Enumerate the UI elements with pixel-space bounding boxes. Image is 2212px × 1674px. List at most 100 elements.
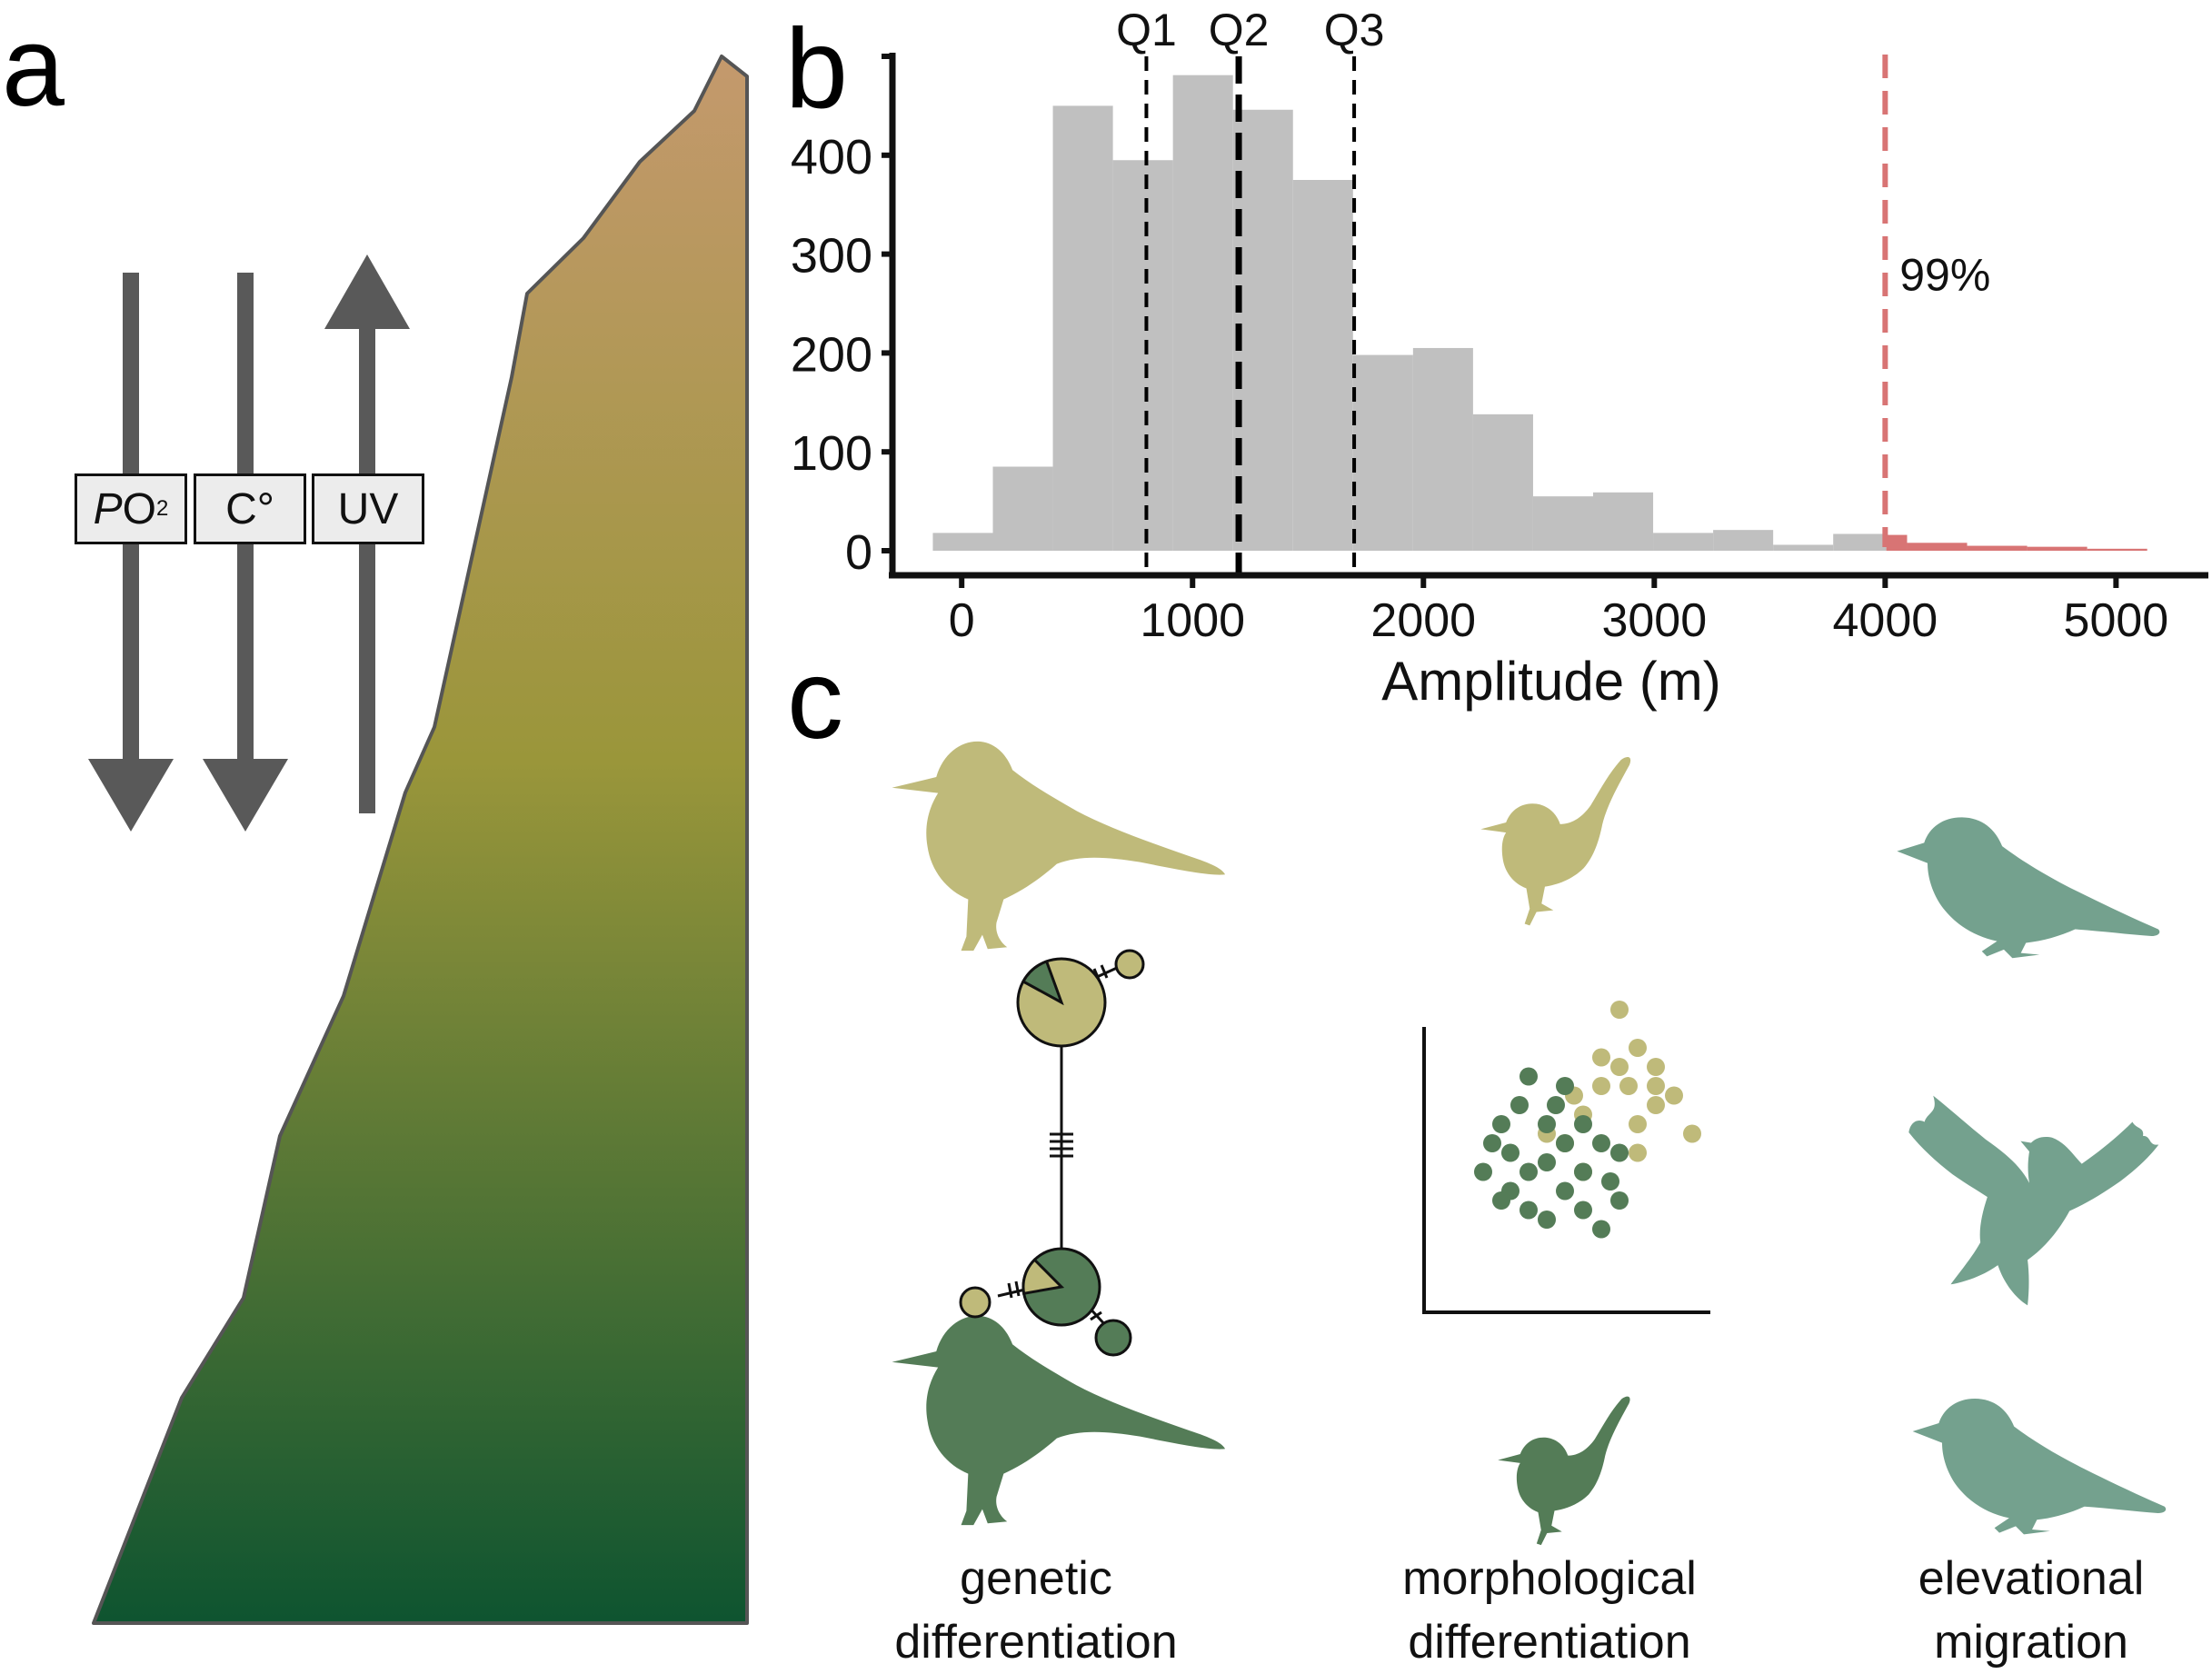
label-elevational-line1: elevational xyxy=(1918,1552,2145,1605)
scatter-point-highland xyxy=(1610,1001,1629,1019)
label-morphological-differentiation: morphological differentiation xyxy=(1331,1547,1768,1674)
lowland-bird-silhouette xyxy=(892,1315,1226,1526)
scatter-point-lowland xyxy=(1574,1115,1592,1133)
x-tick-label: 5000 xyxy=(2064,594,2169,647)
histogram-bar xyxy=(1773,544,1834,551)
histogram-bar-highlight xyxy=(2027,546,2087,551)
label-elevational-migration: elevational migration xyxy=(1813,1547,2212,1674)
label-elevational-line2: migration xyxy=(1934,1616,2128,1669)
histogram-bar xyxy=(1653,533,1714,551)
scatter-point-lowland xyxy=(1556,1134,1574,1152)
arrow-up-icon xyxy=(324,254,410,329)
y-tick-label: 300 xyxy=(791,229,872,284)
y-tick-label: 200 xyxy=(791,327,872,382)
scatter-point-lowland xyxy=(1520,1201,1538,1220)
scatter-point-lowland xyxy=(1610,1143,1629,1162)
histogram-bar xyxy=(932,533,993,551)
scatter-point-lowland xyxy=(1492,1115,1510,1133)
scatter-point-highland xyxy=(1647,1077,1665,1095)
histogram-bar xyxy=(1592,492,1654,551)
scatter-point-lowland xyxy=(1556,1077,1574,1095)
environment-arrows xyxy=(88,254,410,832)
scatter-point-highland xyxy=(1629,1039,1647,1057)
migrant-bird-flying-silhouette xyxy=(1908,1095,2159,1306)
x-tick-label: 2000 xyxy=(1370,594,1476,647)
migrant-bird-perched-silhouette xyxy=(1897,817,2160,959)
scatter-point-lowland xyxy=(1538,1115,1556,1133)
y-axis-ticks: 0 100 200 300 400 xyxy=(791,54,892,580)
panel-c xyxy=(892,741,2167,1546)
highland-wren-silhouette xyxy=(1480,757,1631,926)
histogram-bars xyxy=(932,75,2147,552)
scatter-point-lowland xyxy=(1556,1181,1574,1201)
scatter-point-lowland xyxy=(1538,1153,1556,1171)
scatter-point-lowland xyxy=(1574,1162,1592,1181)
quartile-label: Q1 xyxy=(1116,5,1177,55)
histogram-bar-highlight xyxy=(1886,534,1908,551)
scatter-point-highland xyxy=(1647,1058,1665,1076)
scatter-point-lowland xyxy=(1574,1201,1592,1220)
histogram-bar-highlight xyxy=(1967,545,2028,551)
quartile-lines: Q1 Q2 Q3 xyxy=(1116,5,1384,574)
scatter-point-lowland xyxy=(1538,1211,1556,1229)
scatter-point-highland xyxy=(1665,1086,1683,1105)
quartile-label: Q3 xyxy=(1324,5,1385,55)
histogram-bar xyxy=(1412,347,1473,551)
haplotype-node-highland xyxy=(1016,957,1107,1048)
scatter-point-lowland xyxy=(1592,1134,1610,1152)
haplotype-node-lowland xyxy=(1021,1247,1101,1327)
scatter-point-highland xyxy=(1629,1115,1647,1133)
panel-letter-c: c xyxy=(787,637,843,762)
y-tick-label: 0 xyxy=(845,525,872,580)
scatter-point-highland xyxy=(1629,1143,1647,1162)
scatter-point-lowland xyxy=(1501,1143,1520,1162)
histogram-bar xyxy=(1713,530,1774,551)
scatter-point-lowland xyxy=(1520,1162,1538,1181)
panel-letter-b: b xyxy=(785,6,848,132)
haplotype-node-small xyxy=(1094,1319,1132,1357)
arrow-down-icon xyxy=(88,759,174,832)
x-tick-label: 4000 xyxy=(1833,594,1938,647)
migrant-bird-perched-silhouette xyxy=(1912,1399,2167,1535)
histogram-bar xyxy=(1472,414,1533,551)
x-tick-label: 3000 xyxy=(1601,594,1707,647)
x-tick-label: 0 xyxy=(949,594,975,647)
histogram-bar xyxy=(1052,105,1113,552)
scatter-point-lowland xyxy=(1547,1096,1565,1114)
histogram-bar-highlight xyxy=(2087,548,2147,551)
po2-box-letter: P xyxy=(93,484,123,533)
temperature-box: C° xyxy=(194,473,306,544)
po2-box-subscript: 2 xyxy=(156,496,169,521)
uv-arrow-shaft xyxy=(359,323,375,813)
histogram-bar xyxy=(1232,109,1293,551)
label-morphological-line2: differentiation xyxy=(1408,1616,1691,1669)
scatter-point-highland xyxy=(1592,1048,1610,1067)
scatter-point-lowland xyxy=(1520,1067,1538,1086)
scatter-point-highland xyxy=(1683,1124,1701,1143)
arrow-down-icon xyxy=(203,759,288,832)
scatter-point-lowland xyxy=(1592,1220,1610,1239)
scatter-point-highland xyxy=(1619,1077,1638,1095)
histogram-bar xyxy=(1833,533,1887,551)
haplotype-node-small xyxy=(959,1286,991,1319)
mountain-elevation-gradient xyxy=(92,55,749,1625)
haplotype-node-small xyxy=(1114,949,1145,980)
scatter-point-highland xyxy=(1647,1096,1665,1114)
x-tick-label: 1000 xyxy=(1140,594,1245,647)
morphology-scatter-plot xyxy=(1422,1001,1710,1314)
y-tick-label: 100 xyxy=(791,426,872,481)
histogram-bar xyxy=(1352,354,1413,551)
highland-bird-silhouette xyxy=(892,741,1226,952)
panel-b-histogram: Q1 Q2 Q3 0 100 200 300 400 0 1000 2000 3000 4000 50… xyxy=(791,5,2208,712)
scatter-point-lowland xyxy=(1474,1162,1492,1181)
histogram-bar xyxy=(1292,180,1353,551)
panel-a xyxy=(88,55,749,1625)
scatter-point-lowland xyxy=(1610,1191,1629,1210)
quartile-label: Q2 xyxy=(1209,5,1270,55)
label-genetic-line2: differentiation xyxy=(894,1616,1178,1669)
histogram-bar xyxy=(1532,496,1593,551)
label-morphological-line1: morphological xyxy=(1402,1552,1697,1605)
uv-box: UV xyxy=(312,473,424,544)
histogram-bar xyxy=(1172,75,1233,551)
